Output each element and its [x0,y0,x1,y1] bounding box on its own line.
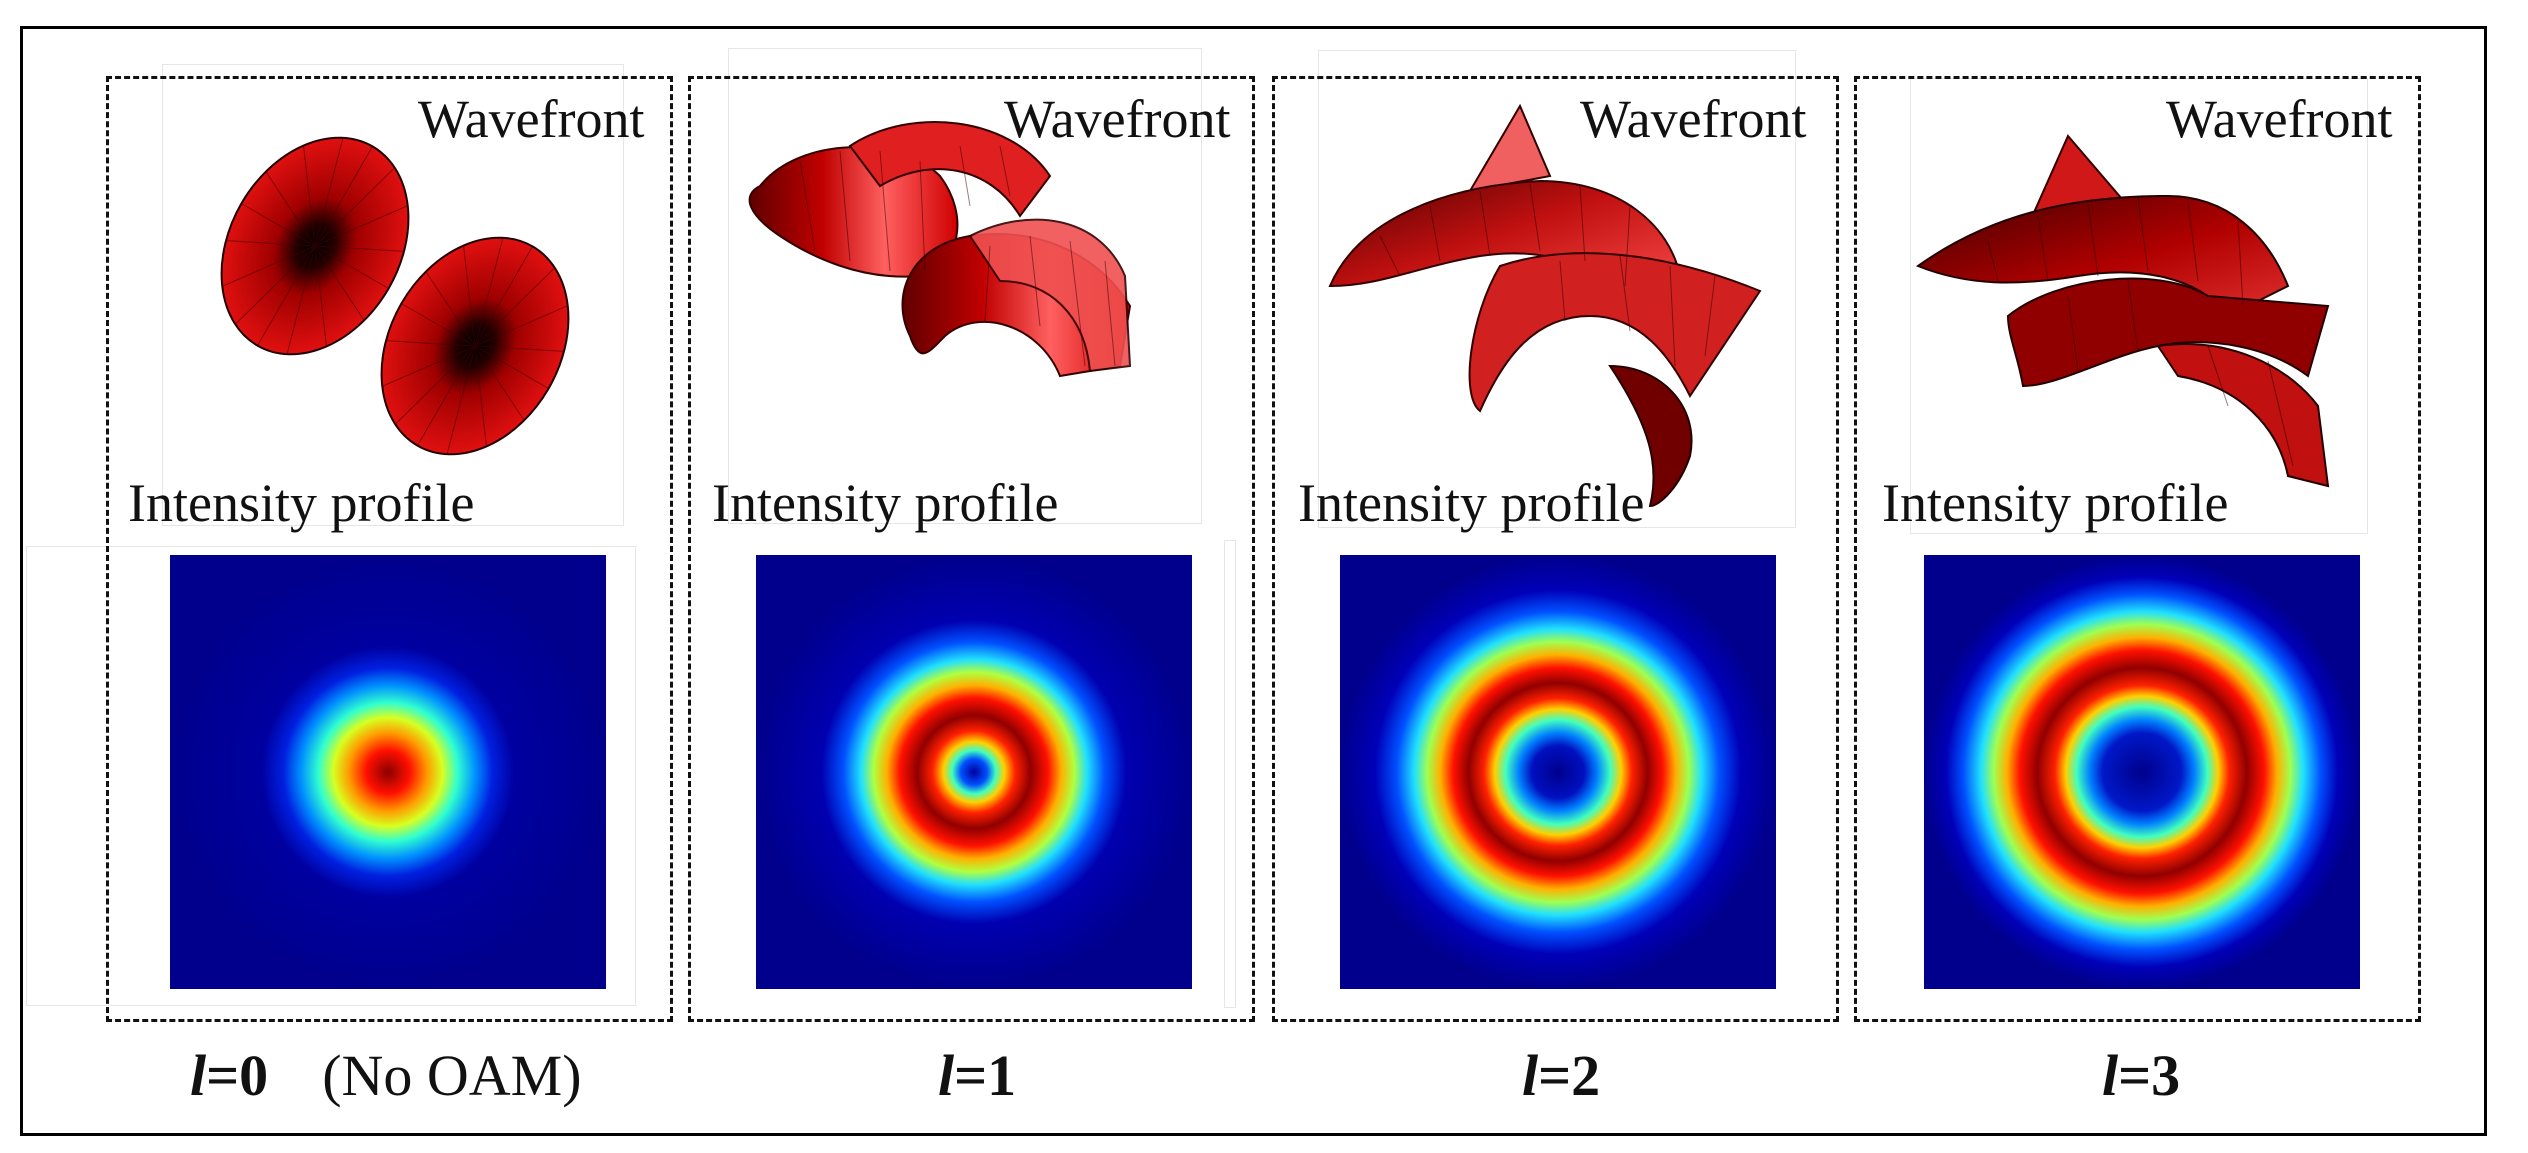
ell-value: =2 [1538,1043,1601,1108]
ghost-frame [728,48,1202,524]
caption-l2: l=2 [1522,1042,1600,1109]
intensity-map-icon [170,555,606,989]
panel-l2 [1272,76,1839,1022]
wavefront-label: Wavefront [418,89,645,149]
intensity-label: Intensity profile [712,473,1059,533]
wavefront-plot-l1 [740,66,1185,526]
wavefront-plot-l0 [180,66,625,526]
intensity-plot-l0 [170,555,606,989]
wavefront-label: Wavefront [1580,89,1807,149]
intensity-map-icon [1340,555,1776,989]
caption-l1: l=1 [938,1042,1016,1109]
ghost-frame [1224,540,1236,1008]
ell-value: =1 [954,1043,1017,1108]
wavefront-label: Wavefront [2166,89,2393,149]
ell-value: =0 [206,1043,269,1108]
ghost-frame [1318,50,1796,528]
wavefront-surface-icon [220,136,570,456]
ell-symbol: l [1522,1043,1539,1108]
intensity-plot-l3 [1924,555,2360,989]
panel-l0 [106,76,673,1022]
wavefront-surface-icon [748,121,1132,378]
wavefront-surface-icon [1328,103,1762,508]
ghost-frame [162,64,624,526]
caption-l0: l=0 (No OAM) [190,1042,582,1109]
intensity-label: Intensity profile [128,473,475,533]
wavefront-plot-l3 [1908,66,2353,526]
ell-symbol: l [938,1043,955,1108]
ell-symbol: l [190,1043,207,1108]
wavefront-label: Wavefront [1004,89,1231,149]
wavefront-surface-icon [1915,134,2330,488]
wavefront-plot-l2 [1320,66,1765,526]
ell-value: =3 [2118,1043,2181,1108]
ell-symbol: l [2102,1043,2119,1108]
intensity-label: Intensity profile [1882,473,2229,533]
caption-l3: l=3 [2102,1042,2180,1109]
figure-frame [20,26,2487,1136]
panel-l1 [688,76,1255,1022]
intensity-plot-l1 [756,555,1192,989]
intensity-map-icon [1924,555,2360,989]
panel-l3 [1854,76,2421,1022]
intensity-plot-l2 [1340,555,1776,989]
intensity-map-icon [756,555,1192,989]
intensity-label: Intensity profile [1298,473,1645,533]
ghost-frame [26,546,636,1006]
no-oam-note: (No OAM) [322,1043,582,1108]
